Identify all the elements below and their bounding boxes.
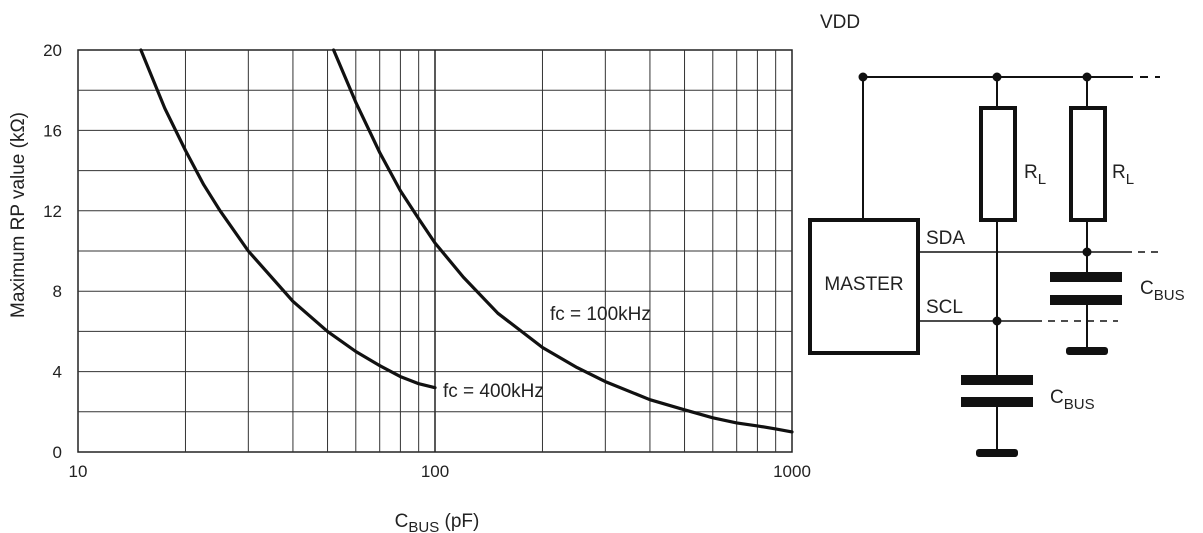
cbus-sda-plate-bottom	[1050, 295, 1122, 305]
rl2-label: RL	[1112, 162, 1134, 188]
cbus-scl-plate-top	[961, 375, 1033, 385]
cbus-scl-plate-bottom	[961, 397, 1033, 407]
series-label-400khz: fc = 400kHz	[443, 381, 544, 402]
junction-scl	[992, 316, 1002, 326]
y-tick-label: 8	[53, 282, 62, 301]
x-tick-label: 10	[69, 462, 88, 481]
i2c-circuit-diagram: VDD MASTER SDA SCL RL RL CBUS	[808, 12, 1185, 457]
y-tick-label: 0	[53, 443, 62, 462]
master-block	[808, 218, 920, 355]
series-line-100khz	[332, 48, 794, 434]
rl1-label: RL	[1024, 162, 1046, 188]
junction-vdd-master	[858, 72, 868, 82]
rp-chart: fc = 400kHz fc = 100kHz 10 100 1000 0 4 8 12 16…	[8, 41, 811, 533]
x-tick-label: 1000	[773, 462, 811, 481]
series-layer: fc = 400kHz fc = 100kHz	[139, 48, 794, 434]
y-tick-label: 4	[53, 363, 62, 382]
x-tick-label: 100	[421, 462, 449, 481]
scl-label: SCL	[926, 297, 963, 318]
cbus-scl-ground	[976, 449, 1018, 457]
rl2-resistor	[1069, 106, 1107, 222]
cbus-sda-plate-top	[1050, 272, 1122, 282]
sda-label: SDA	[926, 228, 965, 249]
y-tick-labels: 0 4 8 12 16 20	[43, 41, 62, 462]
series-line-400khz	[139, 48, 437, 390]
series-label-100khz: fc = 100kHz	[550, 304, 651, 325]
junction-sda	[1082, 247, 1092, 257]
cbus-sda-ground	[1066, 347, 1108, 355]
y-tick-label: 20	[43, 41, 62, 60]
cbus-sda-label: CBUS	[1140, 278, 1185, 304]
grid	[78, 50, 792, 452]
rl1-resistor	[979, 106, 1017, 222]
cbus-scl-label: CBUS	[1050, 387, 1095, 413]
x-tick-labels: 10 100 1000	[69, 462, 811, 481]
vdd-label: VDD	[820, 12, 860, 33]
y-tick-label: 12	[43, 202, 62, 221]
x-axis-label: CBUS (pF)	[395, 511, 480, 533]
master-label: MASTER	[824, 274, 903, 295]
y-axis-label: Maximum RP value (kΩ)	[8, 112, 29, 318]
y-tick-label: 16	[43, 121, 62, 140]
